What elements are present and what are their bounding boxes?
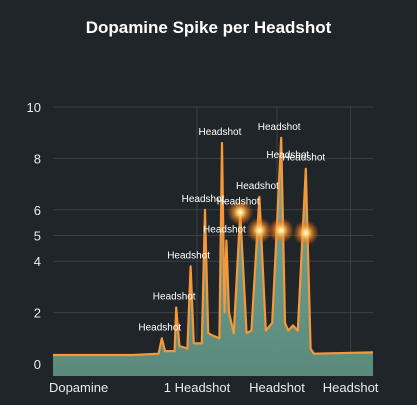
- x-tick-label: Headshot: [249, 380, 305, 395]
- y-tick-label: 2: [34, 306, 41, 321]
- series-area: [53, 137, 373, 376]
- x-tick-label: Dopamine: [49, 380, 108, 395]
- x-tick-label: 1 Headshot: [164, 380, 231, 395]
- chart-title: Dopamine Spike per Headshot: [85, 18, 332, 37]
- glow-point: [227, 199, 254, 226]
- annotation-label: Headshot: [153, 291, 196, 302]
- annotation-label: Headshot: [199, 127, 242, 138]
- y-tick-label: 10: [27, 100, 41, 115]
- y-tick-label: 0: [34, 357, 41, 372]
- y-tick-label: 6: [34, 203, 41, 218]
- y-tick-label: 4: [34, 254, 41, 269]
- annotation-label: Headshot: [138, 322, 181, 333]
- annotation-label: Headshot: [217, 196, 260, 207]
- annotation-label: Headshot: [266, 150, 309, 161]
- annotation-label: Headshot: [167, 250, 210, 261]
- annotation-label: Headshot: [282, 153, 325, 164]
- annotation-label: Headshot: [203, 225, 246, 236]
- x-tick-label: Headshot: [323, 380, 379, 395]
- glow-point: [246, 217, 273, 244]
- annotation-label: Headshot: [236, 181, 279, 192]
- y-tick-label: 5: [34, 229, 41, 244]
- glow-point: [268, 217, 295, 244]
- annotation-label: Headshot: [258, 122, 301, 133]
- series-line: [53, 136, 374, 357]
- y-tick-label: 8: [34, 151, 41, 166]
- glow-point: [292, 219, 319, 246]
- annotation-label: Headshot: [182, 194, 225, 205]
